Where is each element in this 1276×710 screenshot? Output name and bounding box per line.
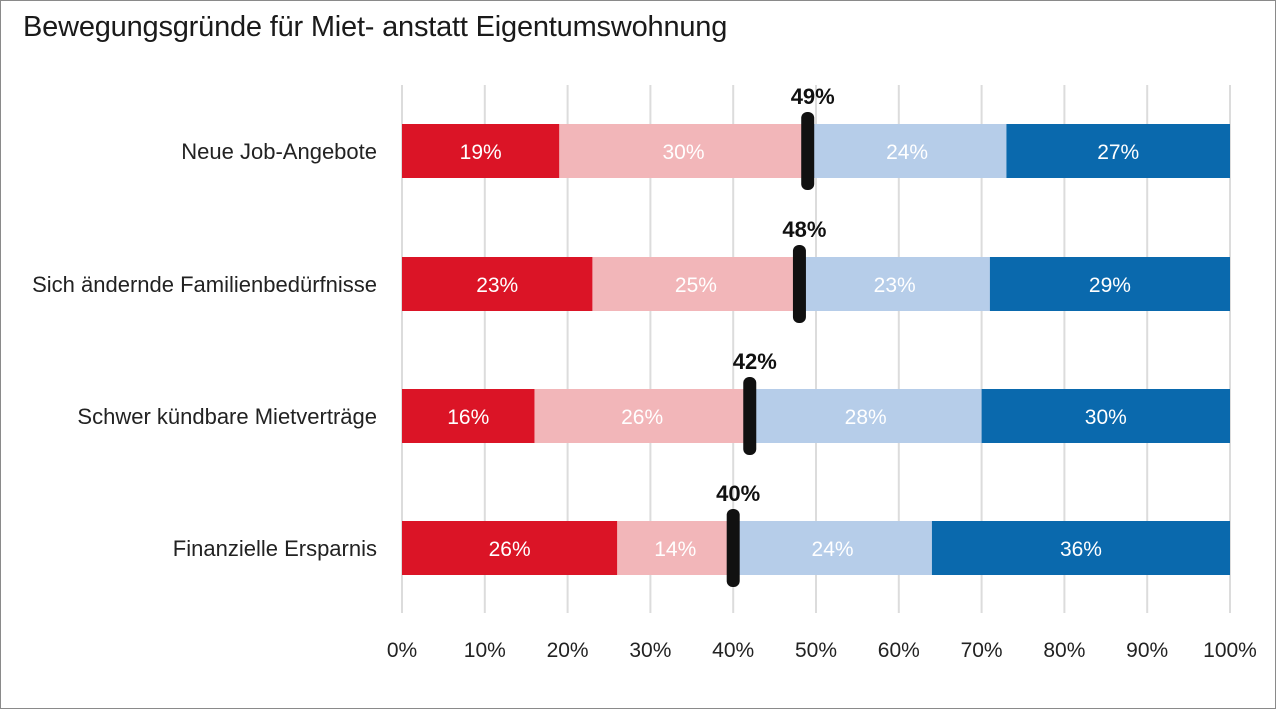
x-axis-ticks: 0% 10% 20% 30% 40% 50% 60% 70% 80% 90% 100% [387,639,1257,662]
median-marker-label: 48% [782,217,826,242]
bar-value-label: 27% [1097,141,1139,164]
median-marker [743,377,757,455]
median-marker-label: 49% [791,84,835,109]
bar-value-label: 14% [654,538,696,561]
bar-value-label: 23% [476,274,518,297]
bar-segment [402,124,560,178]
bar-segment [989,257,1230,311]
bar-segment [733,521,932,575]
bars: 19% 30% 24% 27% 23% 25% 23% 29% 16% 26% 28% 30% 26% 1… [402,124,1230,575]
x-tick-label: 0% [387,639,417,662]
x-tick-label: 60% [878,639,920,662]
bar-value-label: 30% [663,141,705,164]
bar-value-label: 26% [489,538,531,561]
bar-value-label: 24% [886,141,928,164]
bar-value-label: 26% [621,406,663,429]
category-labels: Neue Job-Angebote Sich ändernde Familienb… [32,139,377,561]
bar-value-label: 30% [1085,406,1127,429]
x-tick-label: 10% [464,639,506,662]
x-tick-label: 40% [712,639,754,662]
bar-value-label: 28% [845,406,887,429]
median-marker [801,112,815,190]
bar-segment [799,257,990,311]
bar-value-label: 29% [1089,274,1131,297]
bar-segment [1006,124,1230,178]
median-marker-label: 40% [716,481,760,506]
chart-title: Bewegungsgründe für Miet- anstatt Eigent… [23,11,728,43]
bar-value-label: 19% [460,141,502,164]
bar-segment [592,257,800,311]
median-marker-label: 42% [733,349,777,374]
bar-segment [534,389,750,443]
median-marker [792,245,806,323]
category-label: Finanzielle Ersparnis [173,536,377,561]
bar-segment [749,389,982,443]
bar-segment [402,389,535,443]
bar-value-label: 16% [447,406,489,429]
x-tick-label: 100% [1203,639,1257,662]
bar-segment [402,521,618,575]
x-tick-label: 20% [547,639,589,662]
x-tick-label: 80% [1043,639,1085,662]
bar-segment [402,257,593,311]
bar-value-label: 25% [675,274,717,297]
bar-segment [559,124,808,178]
x-tick-label: 90% [1126,639,1168,662]
bar-segment [807,124,1007,178]
category-label: Neue Job-Angebote [181,139,377,164]
bar-value-label: 24% [812,538,854,561]
x-tick-label: 70% [961,639,1003,662]
bar-value-label: 36% [1060,538,1102,561]
bar-segment [617,521,734,575]
bar-segment [931,521,1230,575]
x-tick-label: 30% [629,639,671,662]
category-label: Sich ändernde Familienbedürfnisse [32,272,377,297]
bar-segment [981,389,1230,443]
x-tick-label: 50% [795,639,837,662]
category-label: Schwer kündbare Mietverträge [77,404,377,429]
median-markers: 49% 48% 42% 40% [716,84,835,587]
median-marker [726,509,740,587]
bar-value-label: 23% [874,274,916,297]
